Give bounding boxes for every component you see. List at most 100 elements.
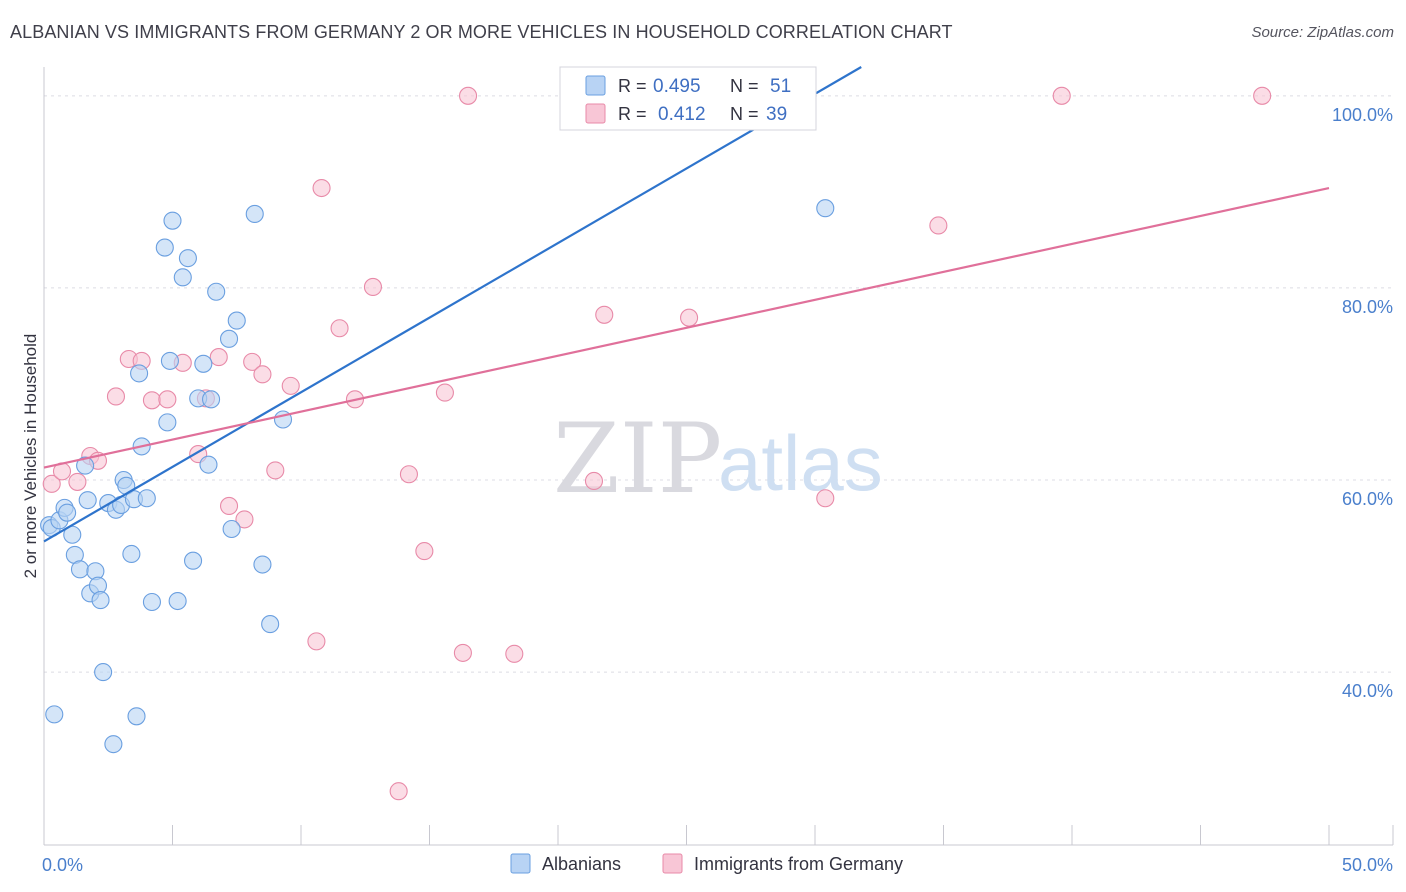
legend-r-label-1: R = <box>618 104 647 124</box>
y-tick-label: 40.0% <box>1342 681 1393 701</box>
point-albanians <box>245 204 264 224</box>
legend-n-label-1: N = <box>730 104 759 124</box>
legend-n-value-0: 51 <box>770 76 791 97</box>
point-germany <box>68 472 87 491</box>
point-albanians <box>155 238 174 257</box>
point-germany <box>680 308 699 327</box>
point-albanians <box>261 615 280 634</box>
bottom-legend: Albanians Immigrants from Germany <box>510 853 903 874</box>
point-germany <box>453 643 472 662</box>
chart-title: ALBANIAN VS IMMIGRANTS FROM GERMANY 2 OR… <box>10 22 953 42</box>
point-albanians <box>122 544 141 564</box>
y-axis-tick-labels: 40.0% 60.0% 80.0% 100.0% <box>1332 105 1393 701</box>
point-albanians <box>78 491 97 510</box>
x-axis-tick-labels: 0.0% 50.0% <box>42 855 1393 875</box>
point-albanians <box>58 503 77 522</box>
point-germany <box>1052 86 1071 105</box>
gridlines <box>44 95 1393 673</box>
bottom-legend-label-albanians: Albanians <box>542 854 621 874</box>
point-germany <box>816 489 835 508</box>
bottom-legend-swatch-immigrants-from-germany <box>662 853 683 874</box>
point-germany <box>929 216 948 235</box>
point-germany <box>312 178 331 198</box>
x-tick-label: 50.0% <box>1342 855 1393 875</box>
point-albanians <box>142 592 161 612</box>
y-tick-label: 60.0% <box>1342 489 1393 509</box>
legend-r-label-0: R = <box>618 76 647 96</box>
legend-n-label-0: N = <box>730 76 759 96</box>
point-germany <box>158 390 177 409</box>
point-albanians <box>70 560 90 579</box>
bottom-legend-swatch-albanians <box>510 853 531 874</box>
point-albanians <box>137 489 156 508</box>
point-albanians <box>94 663 113 682</box>
legend-swatch-albanians <box>585 75 606 96</box>
point-albanians <box>207 282 226 301</box>
point-albanians <box>194 354 213 373</box>
point-germany <box>1253 86 1272 105</box>
point-germany <box>142 391 161 410</box>
point-germany <box>458 86 478 105</box>
point-germany <box>505 644 524 663</box>
point-germany <box>363 277 383 297</box>
point-albanians <box>253 555 272 574</box>
point-albanians <box>45 705 64 724</box>
trend-line-germany <box>43 186 1330 469</box>
watermark-atlas: atlas <box>718 419 883 507</box>
point-albanians <box>178 249 197 268</box>
point-germany <box>389 782 408 801</box>
point-albanians <box>76 456 95 475</box>
x-axis-ticks <box>43 825 1394 845</box>
legend-r-value-1: 0.412 <box>658 104 706 125</box>
point-albanians <box>222 519 241 539</box>
point-albanians <box>202 390 221 409</box>
point-germany <box>253 365 272 384</box>
x-tick-label: 0.0% <box>42 855 83 875</box>
point-germany <box>595 305 614 324</box>
legend-r-value-0: 0.495 <box>653 76 701 97</box>
point-albanians <box>219 329 239 348</box>
point-albanians <box>160 351 179 370</box>
y-tick-label: 100.0% <box>1332 105 1393 125</box>
legend: R = 0.495 N = 51 R = 0.412 N = 39 <box>559 66 817 131</box>
point-germany <box>243 352 262 371</box>
point-germany <box>435 383 454 402</box>
trend-line-albanians <box>43 66 862 543</box>
y-axis-title: 2 or more Vehicles in Household <box>21 334 40 579</box>
source-label: Source: ZipAtlas.com <box>1251 24 1394 41</box>
y-tick-label: 80.0% <box>1342 297 1393 317</box>
point-germany <box>281 376 300 395</box>
legend-n-value-1: 39 <box>766 104 787 125</box>
bottom-legend-label-immigrants-from-germany: Immigrants from Germany <box>694 854 903 874</box>
point-albanians <box>163 211 182 230</box>
point-germany <box>584 471 604 491</box>
point-germany <box>330 319 349 338</box>
point-albanians <box>173 268 192 287</box>
axes <box>43 67 1393 846</box>
point-germany <box>307 632 326 651</box>
watermark: ZIP atlas <box>553 403 883 515</box>
watermark-zip: ZIP <box>553 403 722 515</box>
point-germany <box>219 496 239 515</box>
point-albanians <box>184 551 203 570</box>
point-albanians <box>158 413 177 432</box>
point-germany <box>266 461 285 480</box>
point-albanians <box>168 591 187 611</box>
series-immigrants-from-germany <box>42 86 1272 801</box>
legend-swatch-immigrants-from-germany <box>585 103 606 124</box>
point-albanians <box>130 364 149 383</box>
point-germany <box>106 387 126 406</box>
point-germany <box>235 510 254 529</box>
point-albanians <box>104 735 123 754</box>
point-albanians <box>127 707 146 726</box>
point-germany <box>209 348 228 367</box>
point-albanians <box>816 199 835 218</box>
point-albanians <box>227 311 246 330</box>
point-albanians <box>91 591 110 610</box>
trend-lines <box>43 66 1330 543</box>
point-albanians <box>199 455 218 474</box>
point-germany <box>415 542 434 561</box>
point-germany <box>399 465 418 484</box>
point-germany <box>42 474 61 493</box>
